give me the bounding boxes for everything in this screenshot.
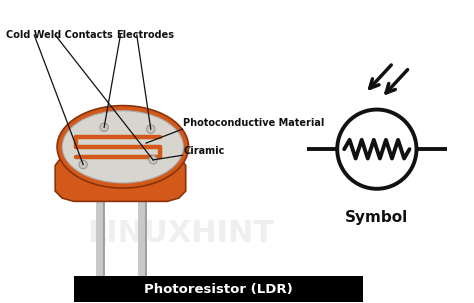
Circle shape [79,160,87,169]
Text: Ciramic: Ciramic [183,146,225,156]
Polygon shape [55,150,186,201]
Circle shape [146,125,155,133]
Text: Cold Weld Contacts: Cold Weld Contacts [6,30,113,40]
Text: Photoconductive Material: Photoconductive Material [183,118,325,128]
Text: Electrodes: Electrodes [116,30,174,40]
Text: Symbol: Symbol [345,210,409,225]
Bar [74,276,363,302]
Ellipse shape [57,105,189,188]
Circle shape [100,123,109,132]
Ellipse shape [62,111,183,183]
Text: LINUXHINT: LINUXHINT [88,218,274,248]
Circle shape [149,156,157,164]
Text: Photoresistor (LDR): Photoresistor (LDR) [144,283,293,296]
